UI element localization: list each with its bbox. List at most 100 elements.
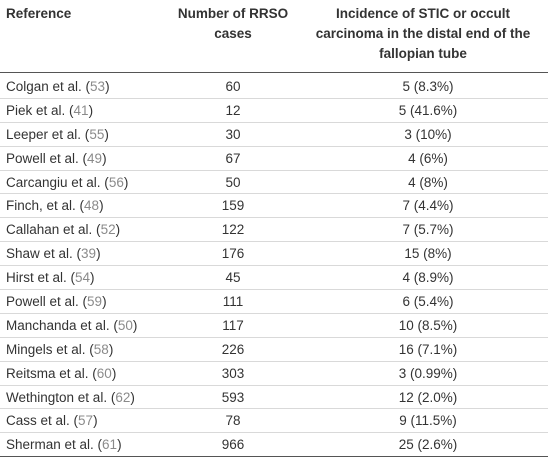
reference-author: Cass et al. ( — [6, 413, 79, 429]
reference-author: Hirst et al. ( — [6, 270, 76, 286]
incidence-cell: 5 (41.6%) — [298, 98, 548, 123]
reference-close-paren: ) — [104, 126, 109, 142]
incidence-cell: 15 (8%) — [298, 241, 548, 267]
rrso-cases-cell: 45 — [168, 265, 298, 291]
incidence-cell: 6 (5.4%) — [298, 289, 548, 314]
citation-link[interactable]: 41 — [73, 102, 89, 118]
citation-link[interactable]: 57 — [78, 413, 94, 429]
reference-author: Powell et al. ( — [6, 150, 88, 166]
table-row: Colgan et al. (53) 60 5 (8.3%) — [0, 72, 548, 99]
rrso-cases-cell: 176 — [168, 241, 298, 267]
table-row: Shaw et al. (39) 176 15 (8%) — [0, 241, 548, 267]
table-row: Powell et al. (59) 111 6 (5.4%) — [0, 289, 548, 314]
reference-cell: Sherman et al. (61) — [0, 432, 168, 457]
citation-link[interactable]: 39 — [81, 246, 97, 262]
rrso-cases-cell: 117 — [168, 313, 298, 338]
incidence-cell: 4 (6%) — [298, 146, 548, 171]
citation-link[interactable]: 58 — [93, 341, 109, 357]
rrso-cases-cell: 226 — [168, 337, 298, 362]
reference-cell: Powell et al. (59) — [0, 289, 168, 314]
citation-link[interactable]: 59 — [87, 293, 103, 309]
reference-cell: Finch, et al. (48) — [0, 193, 168, 219]
reference-author: Powell et al. ( — [6, 293, 88, 309]
incidence-cell: 25 (2.6%) — [298, 432, 548, 457]
incidence-cell: 10 (8.5%) — [298, 313, 548, 338]
rrso-cases-cell: 67 — [168, 146, 298, 171]
rrso-cases-cell: 30 — [168, 122, 298, 147]
reference-cell: Colgan et al. (53) — [0, 72, 168, 99]
citation-link[interactable]: 50 — [117, 317, 133, 333]
table-header: Reference Number of RRSO cases Incidence… — [0, 0, 548, 73]
incidence-cell: 16 (7.1%) — [298, 337, 548, 362]
citation-link[interactable]: 49 — [87, 150, 103, 166]
reference-close-paren: ) — [111, 365, 117, 381]
citation-link[interactable]: 52 — [100, 222, 116, 238]
reference-author: Carcangiu et al. ( — [6, 174, 109, 190]
reference-author: Manchanda et al. ( — [6, 317, 118, 333]
rrso-cases-cell: 159 — [168, 193, 298, 219]
rrso-cases-cell: 593 — [168, 385, 298, 410]
reference-close-paren: ) — [88, 102, 94, 118]
table-row: Sherman et al. (61) 966 25 (2.6%) — [0, 432, 548, 457]
reference-cell: Wethington et al. (62) — [0, 385, 168, 410]
citation-link[interactable]: 62 — [115, 389, 131, 405]
rrso-cases-cell: 111 — [168, 289, 298, 314]
rrso-cases-cell: 50 — [168, 170, 298, 195]
reference-cell: Leeper et al. (55) — [0, 122, 168, 147]
reference-cell: Piek et al. (41) — [0, 98, 168, 123]
reference-cell: Callahan et al. (52) — [0, 217, 168, 243]
incidence-cell: 4 (8%) — [298, 170, 548, 195]
table-row: Manchanda et al. (50) 117 10 (8.5%) — [0, 313, 548, 338]
header-incidence: Incidence of STIC or occult carcinoma in… — [298, 0, 548, 73]
reference-author: Colgan et al. ( — [6, 78, 91, 94]
reference-cell: Carcangiu et al. (56) — [0, 170, 168, 195]
incidence-cell: 3 (10%) — [298, 122, 548, 147]
reference-close-paren: ) — [90, 270, 95, 286]
reference-close-paren: ) — [130, 389, 135, 405]
rrso-cases-cell: 966 — [168, 432, 298, 457]
reference-close-paren: ) — [96, 246, 101, 262]
incidence-cell: 7 (5.7%) — [298, 217, 548, 243]
reference-close-paren: ) — [102, 150, 107, 166]
rrso-cases-cell: 60 — [168, 72, 298, 99]
reference-author: Callahan et al. ( — [6, 222, 101, 238]
incidence-cell: 4 (8.9%) — [298, 265, 548, 291]
reference-author: Mingels et al. ( — [6, 341, 94, 357]
rrso-cases-cell: 12 — [168, 98, 298, 123]
table-row: Hirst et al. (54) 45 4 (8.9%) — [0, 265, 548, 291]
table-row: Callahan et al. (52) 122 7 (5.7%) — [0, 217, 548, 243]
reference-close-paren: ) — [93, 413, 98, 429]
citation-link[interactable]: 56 — [108, 174, 124, 190]
header-row: Reference Number of RRSO cases Incidence… — [0, 0, 548, 73]
reference-close-paren: ) — [132, 317, 138, 333]
incidence-cell: 9 (11.5%) — [298, 408, 548, 434]
citation-link[interactable]: 48 — [84, 198, 100, 214]
table-row: Carcangiu et al. (56) 50 4 (8%) — [0, 170, 548, 195]
reference-close-paren: ) — [99, 198, 104, 214]
incidence-cell: 3 (0.99%) — [298, 361, 548, 386]
incidence-cell: 5 (8.3%) — [298, 72, 548, 99]
citation-link[interactable]: 53 — [90, 78, 106, 94]
citation-link[interactable]: 54 — [75, 270, 91, 286]
header-rrso-cases: Number of RRSO cases — [168, 0, 298, 73]
table-row: Mingels et al. (58) 226 16 (7.1%) — [0, 337, 548, 362]
reference-author: Shaw et al. ( — [6, 246, 82, 262]
reference-close-paren: ) — [123, 174, 129, 190]
table-row: Reitsma et al. (60) 303 3 (0.99%) — [0, 361, 548, 386]
reference-close-paren: ) — [115, 222, 121, 238]
table-row: Wethington et al. (62) 593 12 (2.0%) — [0, 385, 548, 410]
rrso-cases-cell: 78 — [168, 408, 298, 434]
rrso-cases-cell: 122 — [168, 217, 298, 243]
reference-close-paren: ) — [105, 78, 110, 94]
table-body: Colgan et al. (53) 60 5 (8.3%) Piek et al. … — [0, 72, 548, 457]
reference-cell: Cass et al. (57) — [0, 408, 168, 434]
citation-link[interactable]: 55 — [89, 126, 105, 142]
table-row: Finch, et al. (48) 159 7 (4.4%) — [0, 193, 548, 219]
reference-author: Reitsma et al. ( — [6, 365, 97, 381]
citation-link[interactable]: 60 — [96, 365, 112, 381]
reference-cell: Reitsma et al. (60) — [0, 361, 168, 386]
incidence-cell: 12 (2.0%) — [298, 385, 548, 410]
reference-author: Piek et al. ( — [6, 102, 74, 118]
